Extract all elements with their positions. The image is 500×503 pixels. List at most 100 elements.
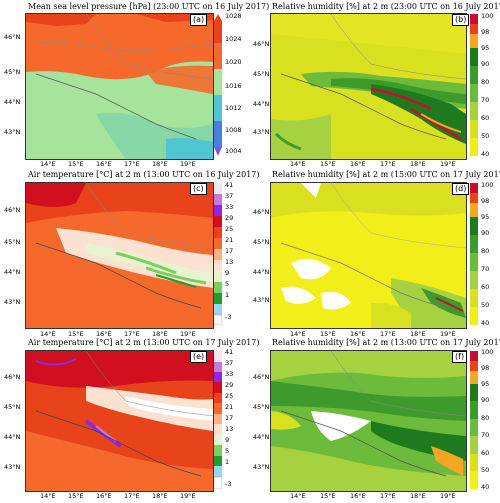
map-area <box>270 350 467 492</box>
colorbar-tick: 40 <box>481 319 490 327</box>
lon-label: 17°E <box>380 492 396 500</box>
colorbar-tick: 33 <box>225 370 234 378</box>
colorbar-tick: 60 <box>481 449 490 457</box>
colorbar-tick: 40 <box>481 483 490 491</box>
lat-label: 46°N <box>253 373 270 381</box>
lon-label: 15°E <box>320 160 336 168</box>
lon-label: 15°E <box>68 160 84 168</box>
colorbar-tick: 29 <box>225 214 234 222</box>
colorbar-tick: 50 <box>481 466 490 474</box>
colorbar-tick: 37 <box>225 359 234 367</box>
lon-label: 19°E <box>180 492 196 500</box>
lon-label: 18°E <box>152 160 168 168</box>
colorbar-tick: 1008 <box>225 126 242 134</box>
panel-label: (c) <box>190 183 207 195</box>
panel-title: Air temperature [°C] at 2 m (13:00 UTC o… <box>28 338 260 347</box>
lon-label: 17°E <box>124 330 140 338</box>
colorbar-tick: 80 <box>481 78 490 86</box>
lon-label: 14°E <box>290 492 306 500</box>
lon-label: 19°E <box>180 330 196 338</box>
map-area <box>270 182 467 329</box>
panel-title: Mean sea level pressure [hPa] (23:00 UTC… <box>28 2 270 11</box>
colorbar-tick: 17 <box>225 414 234 422</box>
colorbar-tick: 98 <box>481 364 490 372</box>
colorbar-tick: 40 <box>481 150 490 158</box>
colorbar-tick: 98 <box>481 197 490 205</box>
colorbar-tick: 5 <box>225 447 230 455</box>
lat-label: 44°N <box>4 98 21 106</box>
lon-label: 15°E <box>68 492 84 500</box>
lat-label: 43°N <box>4 463 21 471</box>
colorbar <box>214 14 222 156</box>
colorbar-tick: 21 <box>225 236 234 244</box>
map-area <box>25 13 214 160</box>
lon-label: 16°E <box>96 492 112 500</box>
lat-label: 44°N <box>253 100 270 108</box>
lon-label: 19°E <box>440 492 456 500</box>
lon-label: 17°E <box>124 160 140 168</box>
colorbar-tick: 5 <box>225 280 230 288</box>
colorbar-tick: 33 <box>225 203 234 211</box>
colorbar-tick: 1 <box>225 458 230 466</box>
humidity-field <box>271 351 466 491</box>
colorbar-tick: 50 <box>481 301 490 309</box>
lon-label: 18°E <box>410 330 426 338</box>
lon-label: 18°E <box>410 160 426 168</box>
lat-label: 44°N <box>4 433 21 441</box>
colorbar-tick: 90 <box>481 396 490 404</box>
panel-title: Air temperature [°C] at 2 m (13:00 UTC o… <box>28 170 260 179</box>
lat-label: 44°N <box>4 268 21 276</box>
lon-label: 14°E <box>40 160 56 168</box>
lon-label: 16°E <box>96 160 112 168</box>
colorbar-tick: 95 <box>481 44 490 52</box>
colorbar-tick: 70 <box>481 96 490 104</box>
panel-label: (f) <box>452 351 468 363</box>
map-area <box>25 182 214 329</box>
lat-label: 43°N <box>4 128 21 136</box>
colorbar-tick: 90 <box>481 60 490 68</box>
panel-label: (a) <box>190 14 208 26</box>
lon-label: 17°E <box>124 492 140 500</box>
lat-label: 45°N <box>4 238 21 246</box>
colorbar-tick: -3 <box>225 313 232 321</box>
lon-label: 15°E <box>320 330 336 338</box>
lat-label: 45°N <box>253 238 270 246</box>
panel-title: Relative humidity [%] at 2 m (13:00 UTC … <box>272 338 500 347</box>
colorbar-tick: 1028 <box>225 12 242 20</box>
lon-label: 19°E <box>440 160 456 168</box>
lon-label: 15°E <box>68 330 84 338</box>
colorbar-tick: 1016 <box>225 82 242 90</box>
colorbar <box>470 183 478 325</box>
lon-label: 14°E <box>290 330 306 338</box>
colorbar <box>214 183 222 325</box>
lon-label: 17°E <box>380 160 396 168</box>
lon-label: 19°E <box>440 330 456 338</box>
lat-label: 44°N <box>253 268 270 276</box>
colorbar-tick: 60 <box>481 283 490 291</box>
lon-label: 16°E <box>350 330 366 338</box>
colorbar-tick: 95 <box>481 380 490 388</box>
pressure-field <box>26 14 213 159</box>
colorbar-tick: 60 <box>481 114 490 122</box>
colorbar-tick: 1 <box>225 291 230 299</box>
colorbar-tick: 1024 <box>225 35 242 43</box>
temperature-field <box>26 351 213 491</box>
colorbar-tick: 100 <box>481 181 494 189</box>
colorbar-tick: 13 <box>225 425 234 433</box>
lon-label: 16°E <box>350 492 366 500</box>
colorbar-tick: 41 <box>225 181 234 189</box>
lat-label: 45°N <box>4 403 21 411</box>
humidity-field <box>271 183 466 328</box>
colorbar-tick: 70 <box>481 431 490 439</box>
lon-label: 15°E <box>320 492 336 500</box>
lon-label: 17°E <box>380 330 396 338</box>
colorbar-tick: -3 <box>225 480 232 488</box>
panel-title: Relative humidity [%] at 2 m (23:00 UTC … <box>272 2 500 11</box>
lat-label: 46°N <box>253 208 270 216</box>
colorbar-tick: 95 <box>481 213 490 221</box>
colorbar-tick: 13 <box>225 258 234 266</box>
lat-label: 44°N <box>253 433 270 441</box>
lon-label: 14°E <box>290 160 306 168</box>
colorbar-tick: 90 <box>481 229 490 237</box>
panel-label: (e) <box>190 351 208 363</box>
